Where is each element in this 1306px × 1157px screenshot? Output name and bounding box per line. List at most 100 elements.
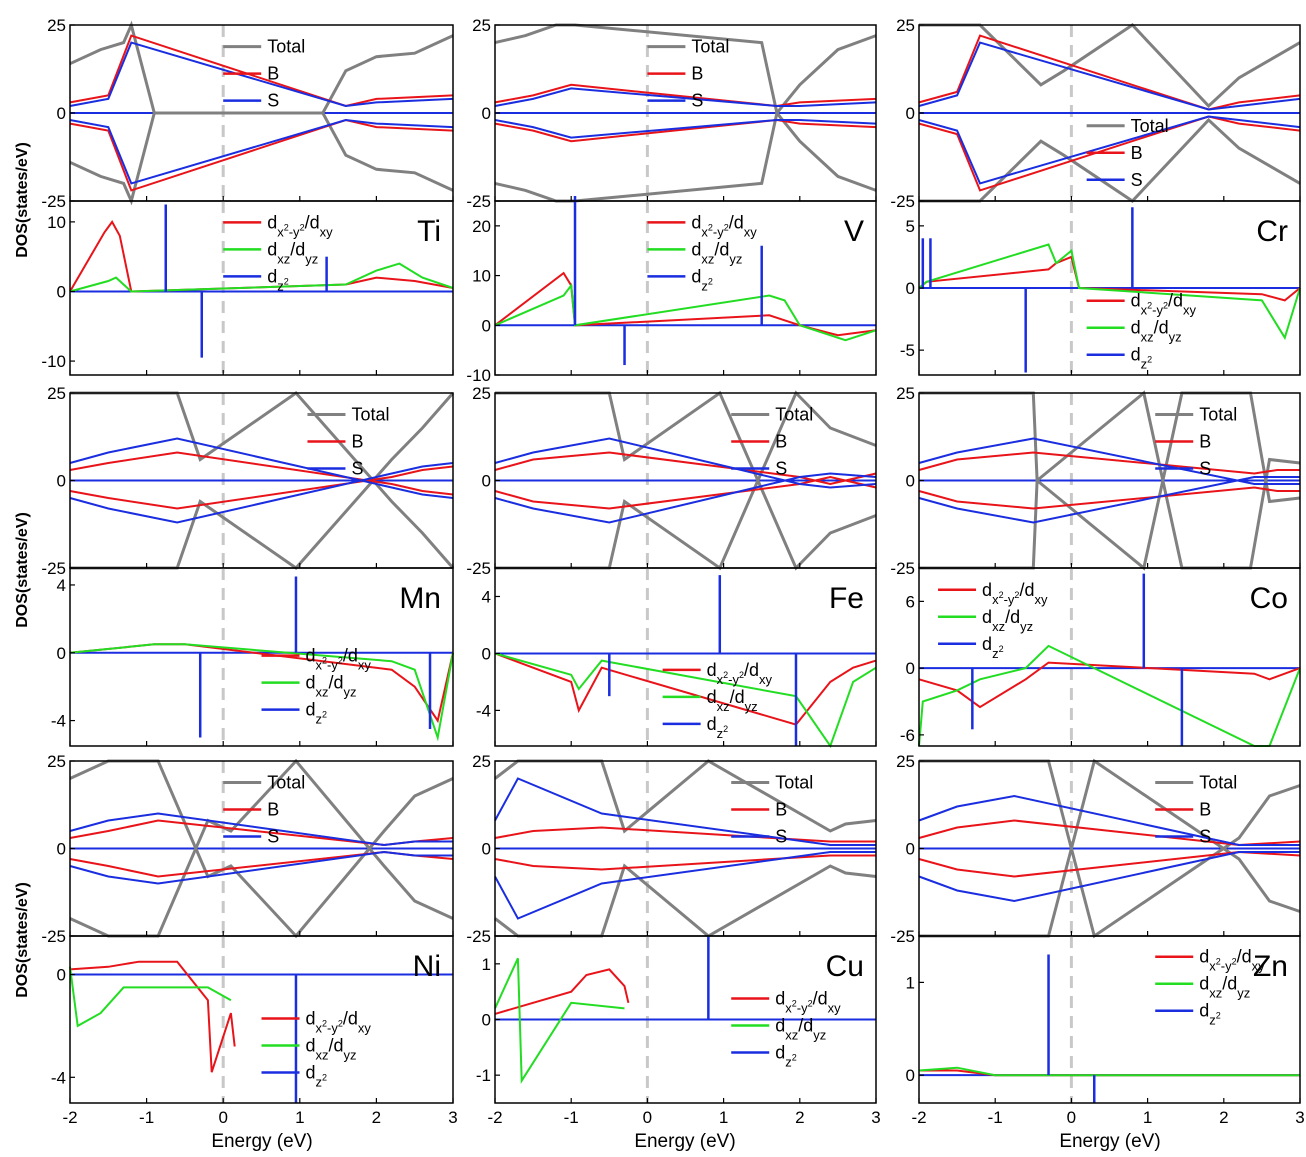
subplot-v-top: 25 0 -25 Total BS: [466, 16, 877, 211]
series-line-cr-top-2-spin-down: [918, 115, 1301, 185]
legend-label-ni-bot-1: dxz/dyz: [306, 1035, 357, 1062]
series-line-co-top-1: [918, 451, 1300, 475]
series-line-cr-top-0: [919, 23, 1301, 109]
y-tick-label-mn-bot-2: -4: [51, 712, 66, 731]
series-line-cu-top-2: [494, 777, 876, 846]
x-tick-label-ni-5: 3: [448, 1108, 457, 1127]
legend-label-mn-top-2: S: [351, 459, 363, 479]
y-tick-label-ti-top-2: -25: [41, 192, 66, 211]
legend-label-v-top-1: B: [691, 64, 703, 84]
series-line-co-top-2: [918, 437, 1300, 485]
y-tick-label-zn-top-2: -25: [890, 927, 915, 946]
series-line-fe-top-2: [494, 437, 877, 489]
legend-label-ti-top-2: S: [267, 91, 279, 111]
y-tick-label-co-bot-0: 6: [906, 592, 915, 611]
legend-label-fe-top-2: S: [775, 459, 787, 479]
series-line-mn-top-1-spin-down: [69, 465, 454, 510]
legend-label-fe-top-0: Total: [775, 405, 813, 425]
series-line-co-top-2-spin-down: [918, 476, 1300, 524]
y-tick-label-cu-bot-2: -1: [476, 1066, 491, 1085]
series-line-mn-top-2-spin-down: [69, 462, 454, 524]
legend-label-co-top-1: B: [1199, 432, 1211, 452]
legend-label-mn-bot-0: dx2-y2/dxy: [306, 646, 372, 673]
y-tick-label-fe-bot-1: 0: [482, 644, 491, 663]
legend-label-co-top-0: Total: [1199, 405, 1237, 425]
y-tick-label-cr-bot-1: 0: [906, 279, 915, 298]
y-tick-label-mn-top-1: 0: [57, 472, 66, 491]
series-line-mn-top-2: [69, 437, 454, 499]
x-tick-label-cu-4: 2: [795, 1108, 804, 1127]
x-tick-label-cu-1: -1: [564, 1108, 579, 1127]
legend-label-fe-bot-1: dxz/dyz: [707, 687, 758, 714]
series-line-v-top-0: [494, 23, 877, 117]
legend-label-co-bot-2: dz2: [982, 634, 1004, 661]
axes-frame-zn-bot: [918, 935, 1301, 1104]
legend-label-ni-bot-2: dz2: [306, 1062, 328, 1089]
legend-label-cr-top-1: B: [1131, 143, 1143, 163]
legend-label-v-bot-0: dx2-y2/dxy: [691, 212, 757, 239]
series-line-v-top-2-spin-down: [494, 119, 877, 139]
series-line-cu-top-1-spin-down: [494, 854, 876, 871]
element-label-zn: Zn: [1253, 950, 1288, 983]
legend-label-ni-top-2: S: [267, 827, 279, 847]
y-tick-label-co-top-2: -25: [890, 559, 915, 578]
x-tick-label-zn-0: -2: [911, 1108, 926, 1127]
subplot-zn-top: 25 0 -25 Total BS: [890, 752, 1301, 946]
x-tick-label-ni-4: 2: [372, 1108, 381, 1127]
y-tick-label-ti-bot-0: 10: [47, 213, 66, 232]
y-tick-label-fe-top-1: 0: [482, 472, 491, 491]
y-tick-label-co-top-0: 25: [896, 384, 915, 403]
series-line-co-top-1-spin-down: [918, 486, 1300, 510]
y-tick-label-ti-top-0: 25: [47, 16, 66, 35]
y-tick-label-ti-bot-2: -10: [41, 352, 66, 371]
series-line-cu-bot-1: [494, 957, 625, 1084]
x-tick-label-zn-3: 1: [1143, 1108, 1152, 1127]
y-tick-label-v-top-2: -25: [466, 192, 491, 211]
series-line-zn-top-2-spin-down: [918, 851, 1300, 903]
legend-label-mn-bot-2: dz2: [306, 700, 328, 727]
y-tick-label-cr-bot-2: -5: [900, 341, 915, 360]
legend-label-co-top-2: S: [1199, 459, 1211, 479]
y-tick-label-ni-top-1: 0: [57, 840, 66, 859]
series-line-cu-top-1: [494, 826, 876, 843]
series-line-ti-top-2-spin-down: [69, 118, 454, 185]
y-tick-label-mn-bot-1: 0: [57, 644, 66, 663]
y-tick-label-zn-bot-1: 0: [906, 1066, 915, 1085]
series-line-ni-bot-0: [69, 960, 236, 1073]
element-label-ni: Ni: [413, 950, 441, 983]
y-tick-label-ni-bot-1: -4: [51, 1068, 66, 1087]
x-tick-label-ni-0: -2: [62, 1108, 77, 1127]
y-tick-label-ti-top-1: 0: [57, 104, 66, 123]
legend-label-mn-top-0: Total: [351, 405, 389, 425]
series-line-mn-top-1: [69, 451, 454, 496]
element-label-mn: Mn: [399, 582, 441, 615]
element-label-co: Co: [1250, 582, 1288, 615]
subplot-ni-top: 25 0 -25 Total BS: [41, 752, 454, 946]
series-line-ni-top-1-spin-down: [69, 850, 454, 878]
y-tick-label-cu-top-0: 25: [472, 752, 491, 771]
legend-label-zn-top-1: B: [1199, 800, 1211, 820]
y-tick-label-mn-top-2: -25: [41, 559, 66, 578]
series-line-ni-top-1: [69, 819, 454, 847]
series-line-v-top-2: [494, 87, 877, 107]
element-label-cr: Cr: [1256, 215, 1288, 248]
series-line-ni-bot-1: [69, 966, 232, 1028]
subplot-fe-top: 25 0 -25 Total BS: [466, 384, 877, 578]
series-line-ti-top-0: [69, 20, 454, 115]
legend-label-ni-top-0: Total: [267, 773, 305, 793]
x-tick-label-cu-0: -2: [487, 1108, 502, 1127]
y-tick-label-fe-bot-0: 4: [482, 587, 491, 606]
y-tick-label-mn-top-0: 25: [47, 384, 66, 403]
series-line-v-top-1: [494, 83, 877, 108]
legend-label-ti-bot-0: dx2-y2/dxy: [267, 212, 333, 239]
series-line-cr-top-1: [918, 34, 1301, 111]
legend-label-zn-bot-0: dx2-y2/dxy: [1199, 947, 1265, 974]
series-line-cu-bot-0: [494, 968, 630, 1015]
